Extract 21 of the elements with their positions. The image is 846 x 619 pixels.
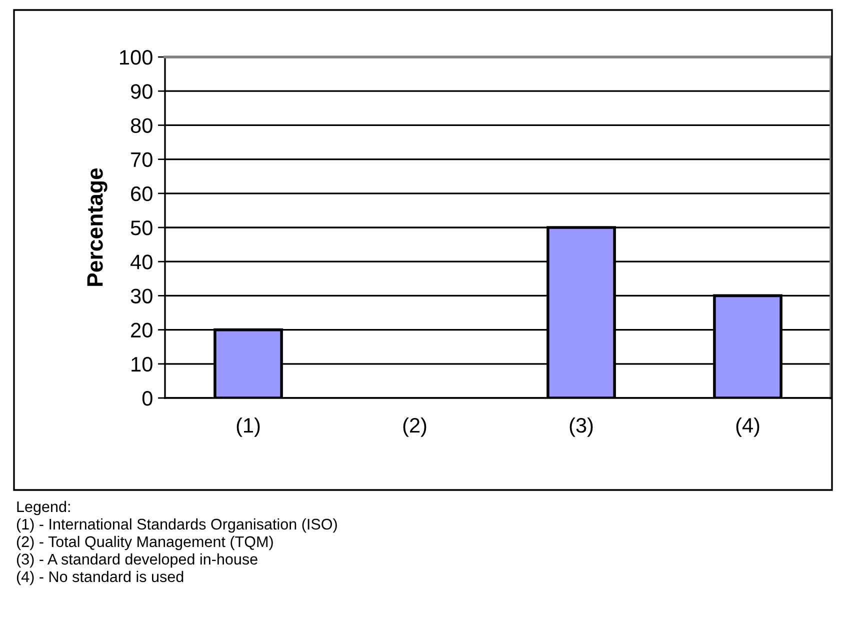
y-tick-label: 10 bbox=[132, 356, 152, 372]
y-tick-label: 60 bbox=[131, 186, 152, 202]
y-tick-label: 50 bbox=[130, 220, 152, 236]
text: (1) - International Standards Organisation (ISO) bbox=[16, 518, 337, 533]
y-tick-label: 20 bbox=[131, 322, 152, 338]
y-tick-label: 80 bbox=[130, 118, 152, 133]
text: (2) - Total Quality Management (TQM) bbox=[16, 536, 273, 550]
y-tick-label: 30 bbox=[130, 288, 152, 304]
x-tick-label: (4) bbox=[736, 417, 760, 437]
x-tick-label: (3) bbox=[570, 417, 593, 437]
y-tick-label: 100 bbox=[120, 50, 152, 65]
x-tick-label: (2) bbox=[403, 417, 426, 437]
y-tick-label: 0 bbox=[142, 391, 152, 406]
y-tick-label: 90 bbox=[131, 84, 152, 99]
y-tick-label: 70 bbox=[131, 152, 152, 168]
y-axis-title: Percentage bbox=[87, 168, 108, 286]
text: Legend: bbox=[17, 500, 70, 516]
x-tick-label: (1) bbox=[236, 417, 260, 437]
text: (4) - No standard is used bbox=[16, 570, 184, 586]
text: (3) - A standard developed in-house bbox=[16, 553, 258, 568]
y-tick-label: 40 bbox=[130, 254, 152, 270]
